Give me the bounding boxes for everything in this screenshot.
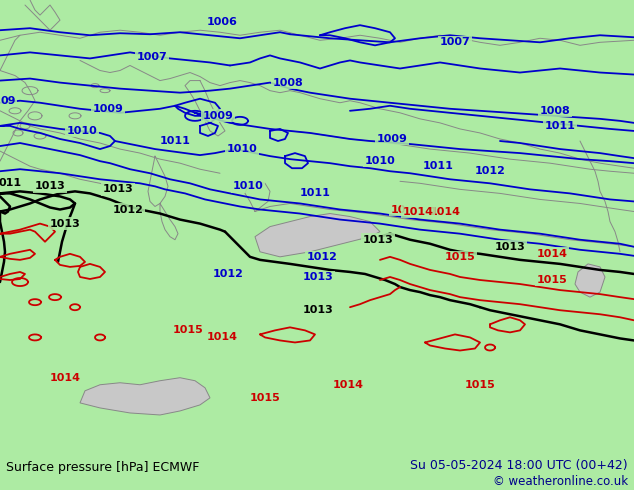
Text: 1009: 1009 bbox=[377, 134, 408, 144]
Text: 09: 09 bbox=[0, 96, 16, 106]
Text: 011: 011 bbox=[0, 178, 22, 188]
Text: 1014: 1014 bbox=[429, 206, 460, 217]
Text: 1015: 1015 bbox=[172, 325, 204, 335]
Text: Su 05-05-2024 18:00 UTC (00+42): Su 05-05-2024 18:00 UTC (00+42) bbox=[410, 459, 628, 471]
Text: 1013: 1013 bbox=[363, 235, 393, 245]
Text: 1013: 1013 bbox=[302, 272, 333, 282]
Text: 1010: 1010 bbox=[226, 144, 257, 154]
Text: 1011: 1011 bbox=[299, 188, 330, 198]
Text: 1006: 1006 bbox=[207, 17, 238, 27]
Text: 1013: 1013 bbox=[495, 242, 526, 252]
Text: 1014: 1014 bbox=[49, 373, 81, 383]
Text: 1008: 1008 bbox=[540, 106, 571, 116]
Text: 1014: 1014 bbox=[536, 249, 567, 259]
Text: 1014: 1014 bbox=[403, 206, 434, 217]
Text: © weatheronline.co.uk: © weatheronline.co.uk bbox=[493, 475, 628, 489]
Text: 1011: 1011 bbox=[423, 161, 453, 171]
Text: 1012: 1012 bbox=[113, 204, 143, 215]
Text: Surface pressure [hPa] ECMWF: Surface pressure [hPa] ECMWF bbox=[6, 461, 200, 474]
Text: 1010: 1010 bbox=[67, 126, 98, 136]
Text: 1007: 1007 bbox=[439, 37, 470, 48]
Text: 1011: 1011 bbox=[545, 121, 576, 131]
Text: 1015: 1015 bbox=[444, 252, 476, 262]
Text: 1013: 1013 bbox=[103, 184, 133, 195]
Text: 1013: 1013 bbox=[49, 219, 81, 229]
Text: 1013: 1013 bbox=[35, 181, 65, 191]
Text: 1015: 1015 bbox=[465, 380, 495, 390]
Text: 1014: 1014 bbox=[207, 332, 238, 343]
Text: 1011: 1011 bbox=[160, 136, 190, 146]
Text: 1015: 1015 bbox=[250, 393, 280, 403]
Polygon shape bbox=[80, 378, 210, 415]
Text: 10: 10 bbox=[391, 204, 406, 215]
Text: 1010: 1010 bbox=[233, 181, 263, 191]
Text: 1013: 1013 bbox=[302, 305, 333, 315]
Text: 1008: 1008 bbox=[273, 77, 304, 88]
Text: 1007: 1007 bbox=[136, 52, 167, 62]
Polygon shape bbox=[255, 214, 380, 257]
Text: 1009: 1009 bbox=[202, 111, 233, 121]
Polygon shape bbox=[575, 264, 605, 297]
Text: 1014: 1014 bbox=[332, 380, 363, 390]
Text: 1015: 1015 bbox=[536, 275, 567, 285]
Text: 1009: 1009 bbox=[93, 104, 124, 114]
Text: 1012: 1012 bbox=[212, 269, 243, 279]
Text: 1010: 1010 bbox=[365, 156, 396, 166]
Text: 1012: 1012 bbox=[307, 252, 337, 262]
Text: 1012: 1012 bbox=[475, 166, 505, 176]
